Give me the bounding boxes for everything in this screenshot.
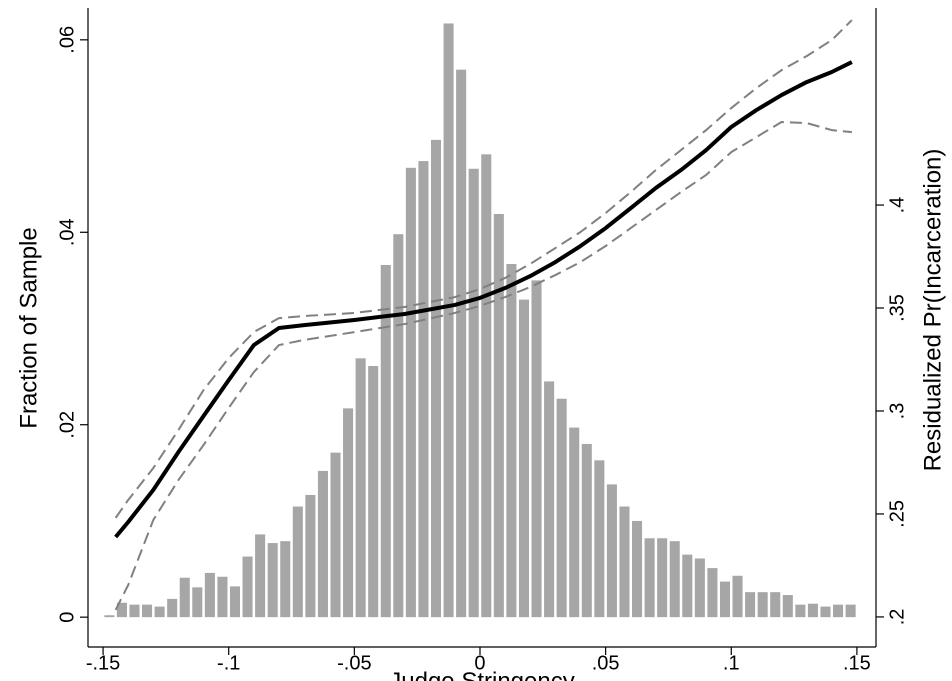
bar (405, 167, 416, 618)
bar (481, 154, 492, 618)
x-tick-label: .15 (843, 652, 871, 674)
x-axis-title: Judge Stringency (389, 668, 574, 681)
y2-tick-label: .2 (886, 609, 908, 626)
bar (468, 168, 479, 618)
bar (619, 506, 630, 618)
bar (129, 604, 140, 618)
bar (317, 470, 328, 618)
bar (782, 595, 793, 618)
bar (707, 568, 718, 618)
bar (368, 366, 379, 618)
y2-tick-label: .25 (886, 500, 908, 528)
bar (343, 408, 354, 618)
bar (330, 452, 341, 618)
bar (807, 603, 818, 618)
x-tick-label: -.15 (86, 652, 120, 674)
bar (456, 69, 467, 618)
bar (657, 538, 668, 618)
bar (393, 234, 404, 618)
y-tick-label: .06 (56, 26, 78, 54)
bar (694, 558, 705, 618)
bar (719, 581, 731, 618)
y2-tick-label: .4 (886, 197, 908, 214)
bar (770, 592, 781, 618)
y2-tick-label: .35 (886, 294, 908, 322)
bar (142, 604, 153, 618)
bar (745, 592, 756, 618)
bar (569, 427, 580, 618)
x-tick-label: .1 (723, 652, 740, 674)
bar (544, 381, 555, 618)
bar (229, 586, 241, 618)
bar (531, 280, 542, 618)
bar (556, 398, 567, 618)
bar (845, 604, 856, 618)
bar (204, 572, 215, 618)
y2-tick-label: .3 (886, 403, 908, 420)
bar (380, 264, 391, 618)
bar (104, 615, 115, 618)
y-tick-label: 0 (56, 612, 78, 623)
bar (644, 538, 655, 618)
bar (493, 213, 504, 618)
bar (255, 534, 266, 618)
x-tick-label: .05 (592, 652, 620, 674)
bar (167, 598, 178, 618)
bar (795, 604, 806, 618)
bar (418, 161, 429, 618)
bar (154, 606, 165, 618)
bar (192, 587, 203, 618)
bar (179, 577, 190, 618)
line (114, 19, 853, 519)
y-axis-title: Fraction of Sample (15, 227, 42, 428)
bar (242, 556, 253, 618)
x-tick-label: -.05 (337, 652, 371, 674)
bar (518, 299, 529, 618)
x-tick-label: 0 (474, 652, 485, 674)
y2-axis-title: Residualized Pr(Incarceration) (919, 149, 946, 472)
x-tick-label: -.1 (217, 652, 240, 674)
bar (757, 592, 768, 618)
bar (581, 443, 592, 618)
bar (443, 23, 454, 618)
bar (430, 139, 442, 618)
bar (292, 506, 303, 618)
bar (355, 358, 366, 618)
bar (280, 541, 291, 618)
bar (669, 541, 680, 618)
y-tick-label: .02 (56, 411, 78, 439)
line (114, 60, 853, 539)
bar (682, 554, 693, 618)
bar (506, 264, 517, 618)
bar (267, 543, 278, 618)
bar (217, 576, 228, 618)
line (114, 121, 852, 611)
bar (820, 606, 831, 618)
bar (305, 494, 316, 618)
bar (732, 575, 743, 618)
bar (632, 520, 643, 618)
bar (116, 602, 127, 618)
y-tick-label: .04 (56, 218, 78, 246)
bar (833, 604, 844, 618)
bar (594, 460, 605, 618)
bar (606, 484, 617, 618)
